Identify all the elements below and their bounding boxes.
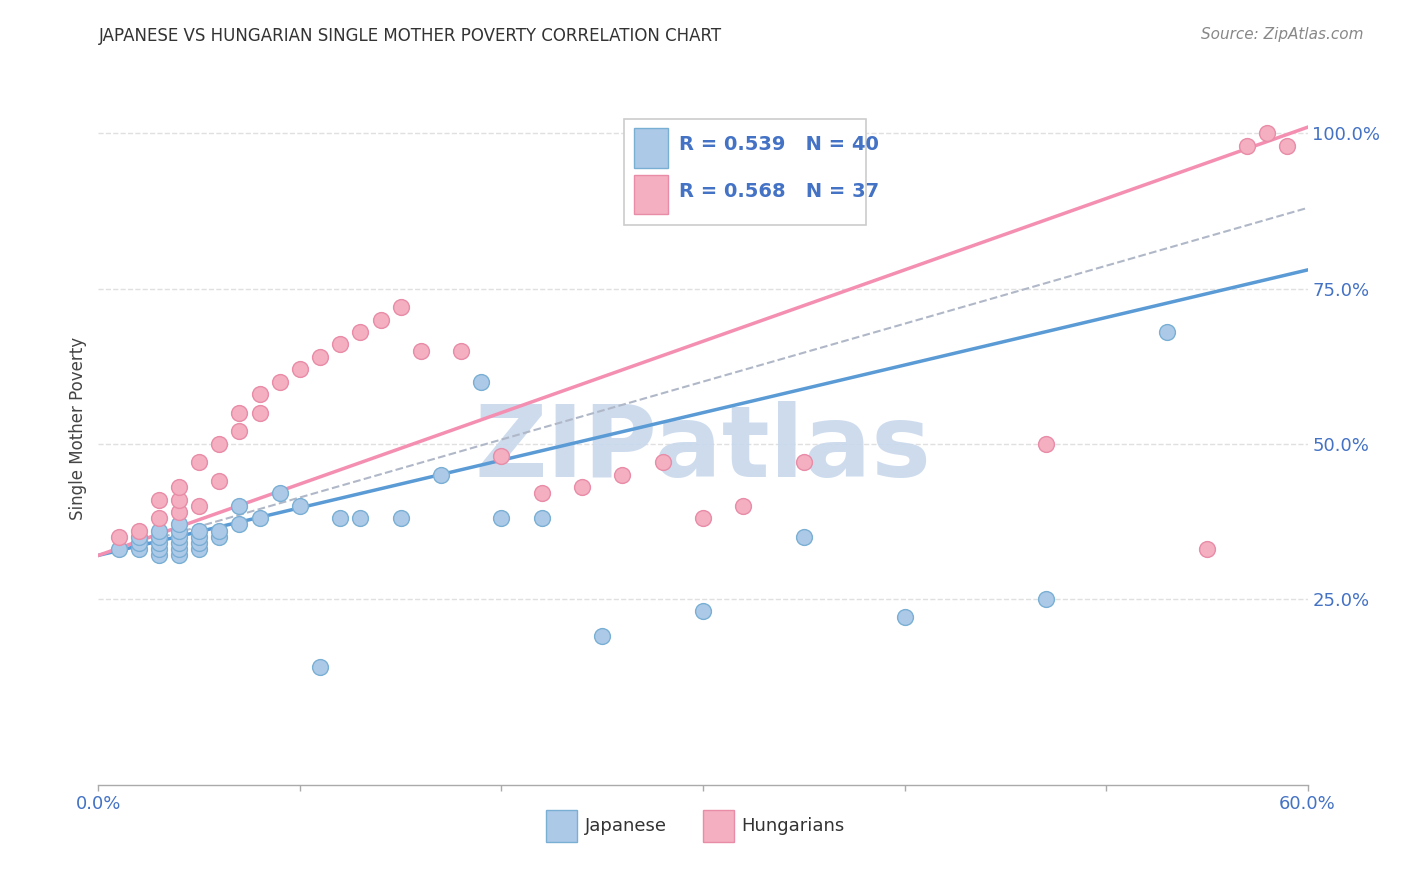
Point xyxy=(450,343,472,358)
Point xyxy=(1195,542,1218,557)
Point xyxy=(208,524,231,538)
FancyBboxPatch shape xyxy=(624,120,866,225)
Text: R = 0.568   N = 37: R = 0.568 N = 37 xyxy=(679,182,879,201)
Point xyxy=(148,511,170,525)
Point xyxy=(470,375,492,389)
Point xyxy=(409,343,432,358)
Y-axis label: Single Mother Poverty: Single Mother Poverty xyxy=(69,336,87,520)
Point xyxy=(370,312,392,326)
Point xyxy=(128,524,150,538)
Point xyxy=(167,492,190,507)
Point xyxy=(228,517,250,532)
Point xyxy=(167,530,190,544)
FancyBboxPatch shape xyxy=(546,810,578,842)
Point xyxy=(309,350,332,364)
Point xyxy=(148,549,170,563)
Point xyxy=(733,499,755,513)
Text: Source: ZipAtlas.com: Source: ZipAtlas.com xyxy=(1201,27,1364,42)
Point xyxy=(167,549,190,563)
Point xyxy=(188,542,211,557)
Point xyxy=(692,604,714,618)
Point xyxy=(167,536,190,550)
Point xyxy=(188,455,211,469)
Point xyxy=(1277,138,1299,153)
Point xyxy=(167,524,190,538)
Text: Hungarians: Hungarians xyxy=(742,817,845,835)
Point xyxy=(530,486,553,500)
Point xyxy=(1035,591,1057,606)
Text: JAPANESE VS HUNGARIAN SINGLE MOTHER POVERTY CORRELATION CHART: JAPANESE VS HUNGARIAN SINGLE MOTHER POVE… xyxy=(98,27,721,45)
Point xyxy=(167,517,190,532)
Point xyxy=(167,542,190,557)
Point xyxy=(249,387,271,401)
Point xyxy=(188,524,211,538)
Point xyxy=(208,474,231,488)
Point xyxy=(491,511,513,525)
Point xyxy=(148,530,170,544)
Text: R = 0.539   N = 40: R = 0.539 N = 40 xyxy=(679,136,879,154)
Point xyxy=(167,480,190,494)
Point xyxy=(188,499,211,513)
Point xyxy=(128,530,150,544)
Point xyxy=(228,406,250,420)
Text: ZIPatlas: ZIPatlas xyxy=(475,401,931,498)
Point xyxy=(288,362,311,376)
Point xyxy=(167,505,190,519)
Point xyxy=(491,449,513,463)
Point xyxy=(128,536,150,550)
Point xyxy=(612,467,634,482)
Point xyxy=(107,542,129,557)
Point xyxy=(128,542,150,557)
Point xyxy=(329,511,352,525)
Point xyxy=(893,610,915,624)
Point xyxy=(1256,127,1278,141)
Text: Japanese: Japanese xyxy=(585,817,666,835)
Point xyxy=(389,511,412,525)
FancyBboxPatch shape xyxy=(703,810,734,842)
Point xyxy=(269,375,291,389)
Point xyxy=(208,530,231,544)
Point xyxy=(148,536,170,550)
Point xyxy=(228,424,250,438)
Point xyxy=(269,486,291,500)
Point xyxy=(249,511,271,525)
Point xyxy=(148,542,170,557)
Point xyxy=(249,406,271,420)
Point xyxy=(591,629,613,643)
FancyBboxPatch shape xyxy=(634,128,668,168)
Point xyxy=(793,455,815,469)
Point xyxy=(188,530,211,544)
Point xyxy=(651,455,673,469)
Point xyxy=(349,511,371,525)
Point xyxy=(430,467,453,482)
Point xyxy=(208,436,231,450)
Point xyxy=(107,530,129,544)
Point xyxy=(793,530,815,544)
Point xyxy=(1156,325,1178,339)
Point xyxy=(148,524,170,538)
Point xyxy=(148,492,170,507)
Point xyxy=(329,337,352,351)
Point xyxy=(692,511,714,525)
Point xyxy=(1035,436,1057,450)
Point xyxy=(389,300,412,314)
Point xyxy=(288,499,311,513)
Point xyxy=(228,499,250,513)
FancyBboxPatch shape xyxy=(634,175,668,214)
Point xyxy=(1236,138,1258,153)
Point xyxy=(530,511,553,525)
Point xyxy=(571,480,593,494)
Point xyxy=(188,536,211,550)
Point xyxy=(309,660,332,674)
Point xyxy=(349,325,371,339)
